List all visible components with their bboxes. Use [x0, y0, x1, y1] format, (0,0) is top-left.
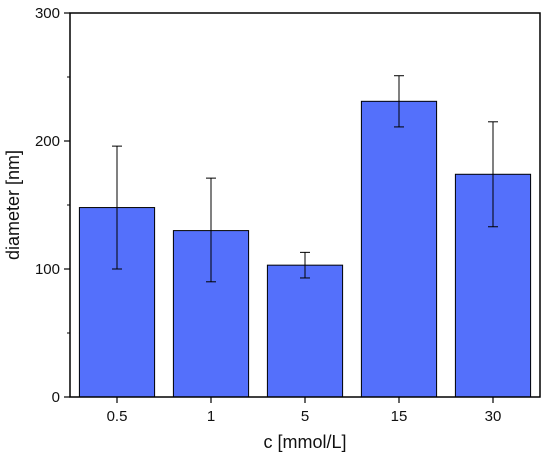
x-tick-label: 0.5	[107, 408, 128, 425]
y-axis: 0 100 200 300	[35, 5, 70, 406]
x-tick-label: 15	[391, 408, 408, 425]
x-tick-label: 1	[207, 408, 215, 425]
bar-5	[266, 264, 344, 398]
x-tick-label: 30	[485, 408, 502, 425]
bars-layer	[78, 100, 532, 398]
x-axis-title: c [mmol/L]	[263, 432, 346, 452]
error-bars-layer	[112, 75, 498, 283]
bar-15	[360, 100, 438, 398]
x-tick-label: 5	[301, 408, 309, 425]
y-axis-title: diameter [nm]	[3, 150, 23, 260]
y-tick-label: 300	[35, 5, 60, 22]
y-tick-label: 0	[52, 389, 60, 406]
x-axis: 0.5 1 5 15 30	[107, 397, 502, 425]
y-tick-label: 100	[35, 261, 60, 278]
y-tick-label: 200	[35, 133, 60, 150]
